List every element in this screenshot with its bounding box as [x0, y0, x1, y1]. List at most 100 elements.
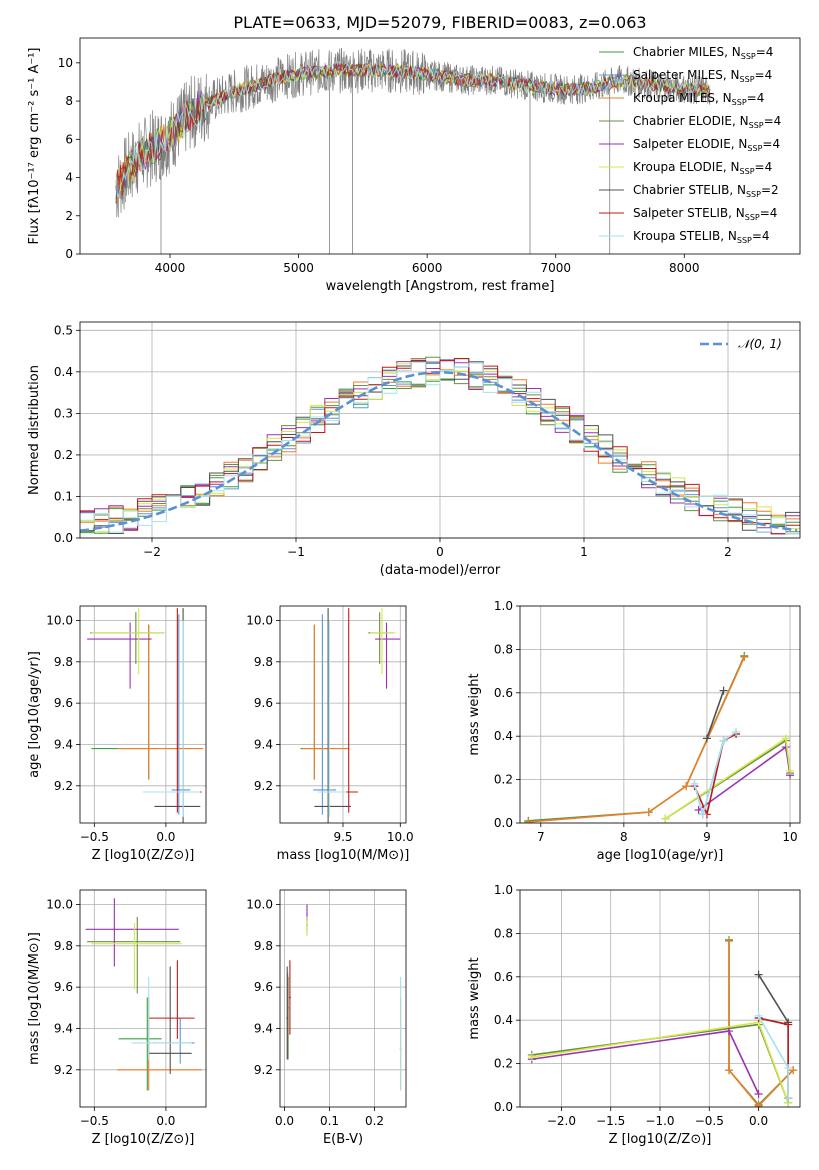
x-tick-label: 6000 — [412, 261, 443, 275]
plot-content — [87, 608, 204, 823]
x-tick-label: 9.5 — [333, 830, 352, 844]
plot-content — [286, 904, 402, 1091]
plot-area — [520, 606, 800, 823]
axes-frame — [279, 605, 407, 824]
errorbar-cross — [91, 923, 182, 990]
y-tick-label: 9.6 — [254, 980, 273, 994]
x-tick-label: 5000 — [283, 261, 314, 275]
legend-entry: Salpeter MILES, NSSP=4 — [633, 68, 772, 84]
y-tick-label: 0.8 — [494, 926, 513, 940]
errorbar-cross — [148, 960, 195, 1039]
y-tick-label: 0.2 — [54, 448, 73, 462]
y-tick-label: 9.4 — [54, 1021, 73, 1035]
x-axis-label: Z [log10(Z/Z⊙)] — [92, 848, 195, 863]
x-tick-label: 1 — [580, 545, 588, 559]
legend-entry: 𝒩(0, 1) — [738, 337, 782, 351]
errorbar-cross — [399, 976, 402, 1091]
y-tick-label: 0.4 — [494, 1013, 513, 1027]
weight-point — [784, 1094, 793, 1103]
errorbar-cross — [171, 614, 191, 815]
weight-point — [786, 766, 795, 775]
y-axis-label: mass [log10(M/M⊙)] — [27, 932, 42, 1065]
x-axis-label: Z [log10(Z/Z⊙)] — [609, 1132, 712, 1147]
y-tick-label: 0.5 — [54, 323, 73, 337]
y-tick-label: 10.0 — [46, 897, 73, 911]
errorbar-cross — [317, 620, 347, 817]
y-tick-label: 0.6 — [494, 970, 513, 984]
y-tick-label: 9.6 — [54, 980, 73, 994]
errorbar-cross — [370, 608, 396, 675]
x-tick-label: 0.1 — [320, 1114, 339, 1128]
plot-area — [80, 606, 206, 823]
errorbar-cross — [91, 608, 165, 675]
weight-point — [754, 970, 763, 979]
y-tick-label: 9.4 — [254, 1021, 273, 1035]
panel-mass_vs_Z: −0.5 0.0 9.2 9.4 9.6 9.8 10.0 Z [log10(Z/Z⊙)] ma… — [27, 889, 207, 1147]
legend-entry: Kroupa ELODIE, NSSP=4 — [633, 160, 772, 176]
x-tick-label: 0 — [436, 545, 444, 559]
x-axis-label: E(B-V) — [323, 1132, 363, 1147]
x-tick-label: 0.0 — [749, 1114, 768, 1128]
weight-point — [789, 1066, 798, 1075]
axes-frame — [79, 889, 207, 1108]
x-tick-label: −2 — [143, 545, 161, 559]
errorbar-cross — [143, 620, 201, 817]
y-tick-label: 4 — [65, 171, 73, 185]
legend-entry: Kroupa STELIB, NSSP=4 — [633, 229, 770, 245]
gridlines — [280, 606, 406, 823]
weight-point — [719, 686, 728, 695]
axes-frame — [519, 605, 801, 824]
weight-point — [725, 1066, 734, 1075]
y-tick-label: 9.8 — [54, 939, 73, 953]
x-axis-label: wavelength [Angstrom, rest frame] — [326, 279, 555, 294]
x-tick-label: −0.5 — [695, 1114, 724, 1128]
x-tick-label: 9 — [703, 830, 711, 844]
y-tick-label: 0.3 — [54, 406, 73, 420]
y-tick-label: 0.4 — [494, 729, 513, 743]
weight-point — [725, 1027, 734, 1036]
weight-point — [698, 810, 707, 819]
y-axis-label: mass weight — [467, 673, 482, 755]
y-axis-label: mass weight — [467, 957, 482, 1039]
gridlines — [80, 606, 206, 823]
x-tick-label: 7 — [537, 830, 545, 844]
plot-content — [115, 47, 711, 254]
y-tick-label: 0.0 — [494, 1100, 513, 1114]
x-axis-label: mass [log10(M/M⊙)] — [277, 848, 410, 863]
x-tick-label: 10 — [782, 830, 797, 844]
axes-frame — [279, 889, 407, 1108]
weight-point — [740, 652, 749, 661]
axes-frame — [79, 37, 801, 255]
errorbar-cross — [131, 976, 192, 1060]
y-tick-label: 10.0 — [46, 613, 73, 627]
residual-histogram — [80, 358, 800, 535]
axes-frame — [79, 321, 801, 539]
plot-area — [280, 890, 406, 1107]
legend-entry: Chabrier STELIB, NSSP=2 — [633, 183, 779, 199]
x-tick-label: 4000 — [155, 261, 186, 275]
y-tick-label: 0.2 — [494, 1057, 513, 1071]
weight-point — [690, 779, 699, 788]
y-axis-label: Normed distribution — [27, 365, 42, 495]
plot-content — [300, 608, 401, 823]
legend: 𝒩(0, 1) — [700, 337, 782, 351]
weight-point — [702, 734, 711, 743]
model-spectrum — [115, 63, 711, 196]
x-tick-label: −1.5 — [596, 1114, 625, 1128]
axes-frame — [79, 605, 207, 824]
legend-entry: Salpeter ELODIE, NSSP=4 — [633, 137, 780, 153]
legend: Chabrier MILES, NSSP=4 Salpeter MILES, NS… — [599, 45, 781, 245]
errorbar-cross — [302, 624, 349, 780]
plot-content — [524, 651, 795, 823]
axes-frame — [519, 889, 801, 1108]
y-tick-label: 8 — [65, 94, 73, 108]
weight-line — [693, 731, 737, 818]
weight-point — [527, 1053, 536, 1062]
y-tick-label: 9.2 — [54, 779, 73, 793]
y-tick-label: 0.1 — [54, 489, 73, 503]
panel-age_vs_mass: 9.5 10.0 9.2 9.4 9.6 9.8 10.0 mass [log10(M/M⊙)… — [246, 605, 414, 863]
figure-title: PLATE=0633, MJD=52079, FIBERID=0083, z=0… — [233, 13, 646, 32]
weight-line — [528, 656, 746, 823]
panel-mass_weight_vs_age: 7 8 9 10 0.0 0.2 0.4 0.6 0.8 1.0 age [log10(age/yr… — [467, 599, 801, 863]
